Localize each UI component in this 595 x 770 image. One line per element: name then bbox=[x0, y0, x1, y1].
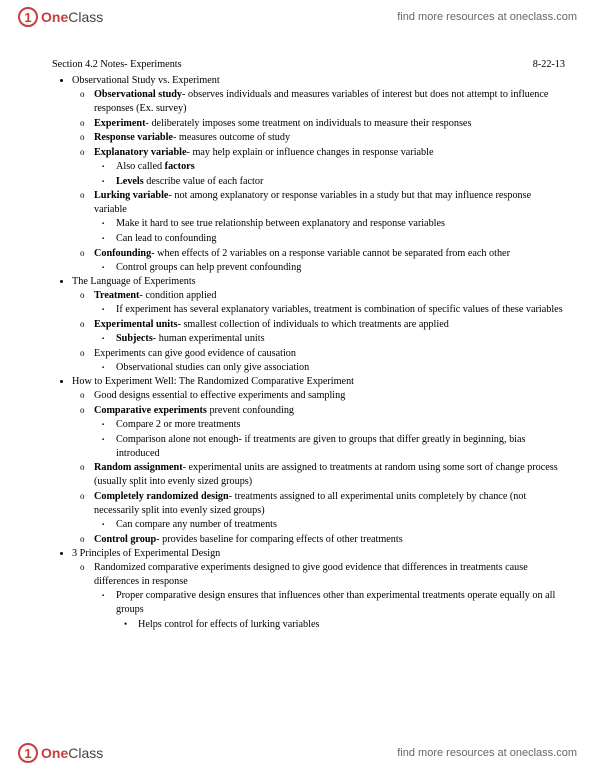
list-item: Experiment- deliberately imposes some tr… bbox=[94, 117, 565, 131]
page-header: 1 OneClass find more resources at onecla… bbox=[0, 0, 595, 34]
list-item: Levels describe value of each factor bbox=[116, 175, 565, 189]
list-item: Can lead to confounding bbox=[116, 232, 565, 246]
list-item: Confounding- when effects of 2 variables… bbox=[94, 247, 565, 275]
list-item: Random assignment- experimental units ar… bbox=[94, 461, 565, 489]
list-item: Lurking variable- not among explanatory … bbox=[94, 189, 565, 246]
list-item: Observational study- observes individual… bbox=[94, 88, 565, 116]
notes-list: Observational Study vs. Experiment Obser… bbox=[52, 74, 565, 632]
document-body: Section 4.2 Notes- Experiments 8-22-13 O… bbox=[52, 58, 565, 730]
footer-resources-link[interactable]: find more resources at oneclass.com bbox=[397, 747, 577, 759]
header-resources-link[interactable]: find more resources at oneclass.com bbox=[397, 11, 577, 23]
list-item: Good designs essential to effective expe… bbox=[94, 389, 565, 403]
logo-circle-icon: 1 bbox=[18, 743, 38, 763]
list-item: Experiments can give good evidence of ca… bbox=[94, 347, 565, 375]
list-item: Response variable- measures outcome of s… bbox=[94, 131, 565, 145]
page-footer: 1 OneClass find more resources at onecla… bbox=[0, 736, 595, 770]
list-item: Comparative experiments prevent confound… bbox=[94, 404, 565, 461]
list-item: If experiment has several explanatory va… bbox=[116, 303, 565, 317]
list-item: Treatment- condition applied If experime… bbox=[94, 289, 565, 317]
list-item: Can compare any number of treatments bbox=[116, 518, 565, 532]
list-item: Observational studies can only give asso… bbox=[116, 361, 565, 375]
topic-language: The Language of Experiments Treatment- c… bbox=[72, 275, 565, 375]
list-item: Randomized comparative experiments desig… bbox=[94, 561, 565, 631]
list-item: Control group- provides baseline for com… bbox=[94, 533, 565, 547]
list-item: Completely randomized design- treatments… bbox=[94, 490, 565, 532]
title-row: Section 4.2 Notes- Experiments 8-22-13 bbox=[52, 58, 565, 72]
list-item: Comparison alone not enough- if treatmen… bbox=[116, 433, 565, 461]
list-item: Compare 2 or more treatments bbox=[116, 418, 565, 432]
list-item: Make it hard to see true relationship be… bbox=[116, 217, 565, 231]
list-item: Subjects- human experimental units bbox=[116, 332, 565, 346]
topic-principles: 3 Principles of Experimental Design Rand… bbox=[72, 547, 565, 631]
list-item: Control groups can help prevent confound… bbox=[116, 261, 565, 275]
list-item: Helps control for effects of lurking var… bbox=[138, 618, 565, 632]
list-item: Also called factors bbox=[116, 160, 565, 174]
topic-observational: Observational Study vs. Experiment Obser… bbox=[72, 74, 565, 275]
list-item: Explanatory variable- may help explain o… bbox=[94, 146, 565, 189]
document-date: 8-22-13 bbox=[533, 58, 565, 72]
section-title: Section 4.2 Notes- Experiments bbox=[52, 58, 182, 72]
logo-text: OneClass bbox=[41, 9, 103, 25]
topic-experiment-well: How to Experiment Well: The Randomized C… bbox=[72, 375, 565, 546]
brand-logo-footer: 1 OneClass bbox=[18, 743, 103, 763]
logo-circle-icon: 1 bbox=[18, 7, 38, 27]
logo-text: OneClass bbox=[41, 745, 103, 761]
list-item: Experimental units- smallest collection … bbox=[94, 318, 565, 346]
brand-logo: 1 OneClass bbox=[18, 7, 103, 27]
list-item: Proper comparative design ensures that i… bbox=[116, 589, 565, 631]
